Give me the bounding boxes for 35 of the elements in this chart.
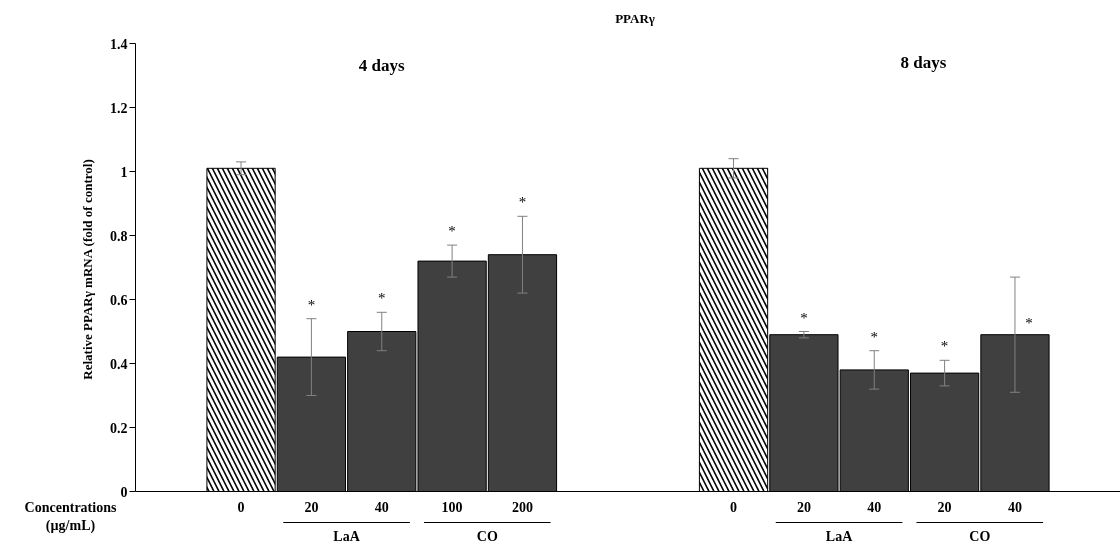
y-tick-label: 1.4 <box>110 36 128 52</box>
y-tick-label: 0 <box>120 484 128 500</box>
x-tick-label: 0 <box>237 499 245 515</box>
y-tick-label: 0.2 <box>110 420 128 436</box>
x-tick-label: 0 <box>730 499 738 515</box>
data-label: * <box>940 338 949 355</box>
text: LaA <box>825 529 854 544</box>
data-label: * <box>307 296 316 313</box>
x-axis-title: Concentrations (µg/mL) <box>24 500 117 534</box>
y-axis-title: Relative PPARγ mRNA (fold of control) <box>80 159 95 380</box>
x-tick-label: 20 <box>304 499 319 515</box>
y-tick-label: 1 <box>120 164 128 180</box>
x-tick-label: 20 <box>796 499 811 515</box>
x-tick-label: 20 <box>937 499 952 515</box>
data-label: * <box>800 309 808 326</box>
y-tick-label: 0.8 <box>110 228 128 244</box>
x-tick-label: 40 <box>374 499 389 515</box>
y-tick-label: 0.4 <box>110 356 128 372</box>
y-tick-label: 0.6 <box>110 292 128 308</box>
data-label: * <box>518 194 527 211</box>
x-tick-label: 200 <box>511 499 533 515</box>
chart-title: PPARγ <box>615 11 655 26</box>
text: CO <box>476 529 498 544</box>
x-tick-label: 40 <box>1007 499 1022 515</box>
data-label: * <box>870 328 878 345</box>
text: CO <box>969 529 991 544</box>
x-tick-label: 100 <box>441 499 463 515</box>
x-tick-label: 40 <box>867 499 882 515</box>
text: LaA <box>333 529 361 544</box>
data-label: * <box>1025 314 1033 331</box>
annotation: 4 days <box>358 56 406 76</box>
annotation: 8 days <box>900 53 947 73</box>
data-label: * <box>378 290 386 307</box>
y-tick-label: 1.2 <box>110 100 128 116</box>
data-label: * <box>448 223 456 240</box>
